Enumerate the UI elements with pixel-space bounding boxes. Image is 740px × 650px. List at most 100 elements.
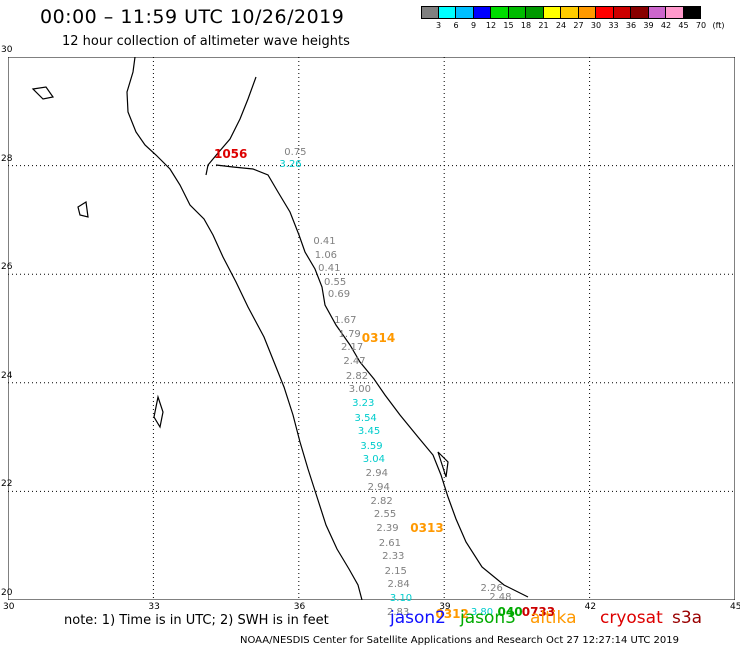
satellite-legend-altika: altika xyxy=(530,608,577,628)
wave-height-label: 3.59 xyxy=(360,440,383,452)
wave-height-label: 2.15 xyxy=(384,565,407,577)
scale-label: 9 xyxy=(470,21,477,30)
scale-swatch xyxy=(456,6,474,19)
color-scale-labels: 3 6 9 12 15 18 21 24 27 30 33 36 39 42 45 70 (ft) xyxy=(421,0,725,40)
scale-label: 18 xyxy=(520,21,532,30)
wave-height-label: 3.54 xyxy=(354,412,377,424)
y-tick-label: 30 xyxy=(1,45,13,55)
wave-height-label: 1.06 xyxy=(314,249,338,261)
wave-height-label: 0.55 xyxy=(324,276,347,288)
wave-height-label: 3.26 xyxy=(279,159,302,171)
scale-label: 27 xyxy=(573,21,584,30)
scale-label: (ft) xyxy=(712,21,725,30)
track-time-label: 040 xyxy=(497,605,523,620)
sinai-east-coastline xyxy=(205,76,257,176)
x-tick-label: 33 xyxy=(148,602,160,612)
arabia-coastline xyxy=(215,164,529,598)
scale-swatch xyxy=(543,6,561,19)
wave-height-label: 2.17 xyxy=(340,342,364,354)
scale-label: 3 xyxy=(435,21,442,30)
wave-height-label: 2.47 xyxy=(343,355,366,367)
red-sea-islands xyxy=(31,86,449,478)
scale-swatch xyxy=(683,6,701,19)
wave-height-label: 2.94 xyxy=(367,482,390,494)
x-tick-label: 36 xyxy=(293,602,306,612)
scale-label: 39 xyxy=(643,21,654,30)
x-tick-label: 30 xyxy=(3,602,15,612)
wave-height-label: 2.82 xyxy=(370,495,393,507)
scale-label: 30 xyxy=(590,21,602,30)
scale-swatch xyxy=(421,6,439,19)
wave-height-label: 3.00 xyxy=(348,384,371,396)
wave-height-label: 0.69 xyxy=(327,289,351,301)
color-scale xyxy=(421,6,701,19)
map-panel xyxy=(8,57,735,600)
y-tick-label: 28 xyxy=(1,153,13,164)
wave-height-label: 2.39 xyxy=(376,522,399,534)
y-tick-label: 22 xyxy=(1,479,13,490)
wave-height-label: 2.48 xyxy=(489,592,512,604)
wave-height-label: 2.33 xyxy=(382,551,405,563)
wave-height-label: 2.94 xyxy=(365,468,388,480)
wave-labels-layer: 0.75 3.26 0.41 1.06 0.41 0.55 0.69 1.67 1.79 2.17… xyxy=(8,57,735,621)
scale-swatch xyxy=(561,6,579,19)
map-title: 00:00 – 11:59 UTC 10/26/2019 xyxy=(40,6,345,28)
scale-label: 24 xyxy=(555,21,567,30)
satellite-legend-cryosat: cryosat xyxy=(600,608,663,628)
credit-line: NOAA/NESDIS Center for Satellite Applica… xyxy=(240,635,679,646)
wave-height-label: 1.67 xyxy=(334,314,357,326)
track-time-label: 1056 xyxy=(213,146,248,161)
wave-height-label: 2.82 xyxy=(345,370,369,382)
scale-swatch xyxy=(631,6,649,19)
track-time-label: 0733 xyxy=(521,605,556,620)
scale-label: 36 xyxy=(625,21,637,30)
satellite-legend-jason2: jason2 xyxy=(390,608,446,628)
scale-swatch xyxy=(491,6,509,19)
scale-swatch xyxy=(596,6,614,19)
legend-note: note: 1) Time is in UTC; 2) SWH is in fe… xyxy=(64,613,329,628)
scale-swatch xyxy=(613,6,631,19)
y-tick-label: 24 xyxy=(1,370,13,381)
coastline xyxy=(31,57,529,600)
scale-swatch xyxy=(526,6,544,19)
map-subtitle: 12 hour collection of altimeter wave hei… xyxy=(62,34,350,49)
scale-label: 21 xyxy=(538,21,549,30)
track-time-label: 0314 xyxy=(361,331,396,346)
africa-coastline xyxy=(126,57,363,600)
y-tick-label: 20 xyxy=(1,588,13,598)
wave-height-label: 3.10 xyxy=(389,593,413,605)
wave-height-label: 0.41 xyxy=(313,236,336,248)
x-tick-label: 39 xyxy=(439,602,451,612)
wave-height-label: 3.80 xyxy=(470,607,494,619)
scale-label: 70 xyxy=(695,21,707,30)
wave-height-label: 1.79 xyxy=(338,328,361,340)
wave-height-label: 3.23 xyxy=(352,398,375,409)
wave-height-label: 3.04 xyxy=(362,454,386,466)
wave-height-label: 0.41 xyxy=(318,263,341,275)
scale-swatch xyxy=(666,6,684,19)
track-time-label: 0312 xyxy=(435,607,469,622)
scale-label: 42 xyxy=(660,21,672,30)
lat-lon-grid xyxy=(8,57,735,600)
satellite-legend-s3a: s3a xyxy=(672,608,703,628)
x-tick-label: 42 xyxy=(584,602,597,612)
wave-height-label: 2.83 xyxy=(387,607,410,619)
scale-swatch xyxy=(473,6,491,19)
scale-label: 6 xyxy=(453,21,459,30)
wave-height-label: 2.26 xyxy=(480,582,503,594)
wave-height-label: 0.75 xyxy=(284,146,307,158)
wave-height-label: 2.84 xyxy=(387,579,410,591)
scale-swatch xyxy=(578,6,596,19)
scale-label: 45 xyxy=(678,21,689,30)
scale-swatch xyxy=(438,6,456,19)
wave-height-label: 2.55 xyxy=(373,509,397,521)
satellite-legend-jason3: jason3 xyxy=(460,608,516,628)
wave-height-label: 2.61 xyxy=(378,537,402,549)
y-tick-label: 26 xyxy=(1,262,13,273)
scale-swatch xyxy=(508,6,526,19)
scale-swatch xyxy=(648,6,666,19)
scale-label: 12 xyxy=(485,21,497,30)
wave-height-label: 3.45 xyxy=(357,426,381,438)
track-time-label: 0313 xyxy=(410,521,444,536)
